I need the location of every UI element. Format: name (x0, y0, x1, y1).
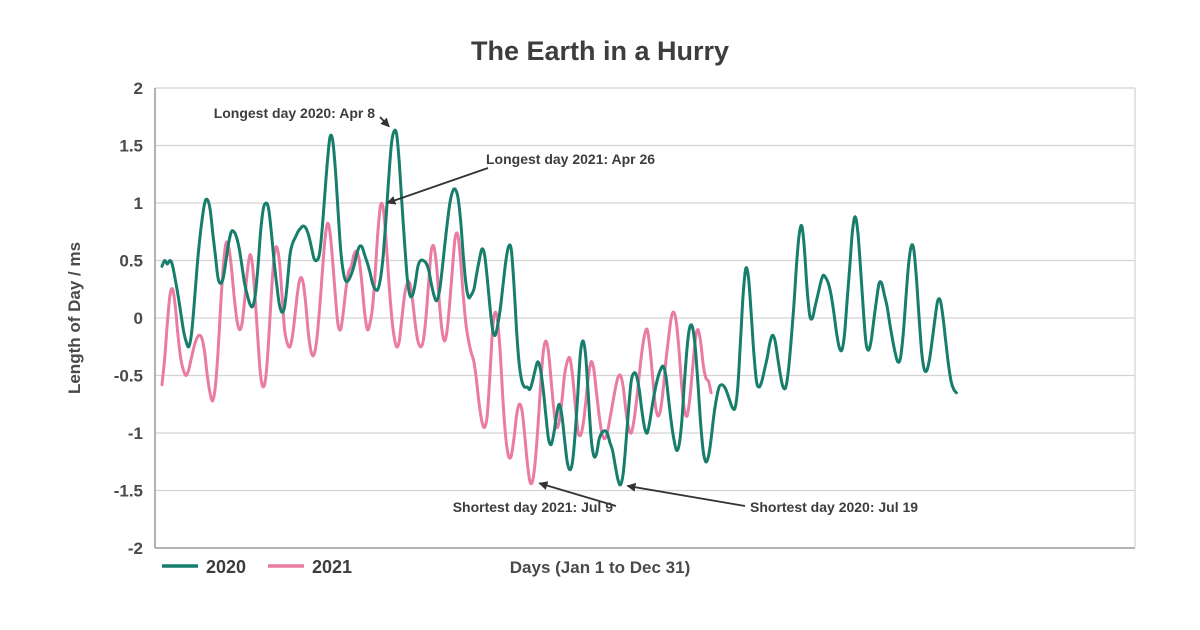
y-tick-label: -1 (128, 424, 143, 443)
gridlines (154, 87, 1136, 549)
y-tick-label: -2 (128, 539, 143, 558)
annotation-label: Longest day 2021: Apr 26 (486, 151, 655, 167)
series-line-2020 (160, 128, 958, 487)
legend-label-2021: 2021 (312, 557, 352, 577)
y-tick-label: 1.5 (119, 137, 143, 156)
y-tick-labels: 2 1.5 1 0.5 0 -0.5 -1 -1.5 -2 (114, 79, 143, 558)
annotation-arrow (386, 167, 489, 205)
series-lines (160, 128, 958, 487)
legend: 2020 2021 (162, 557, 352, 577)
annotation-arrow (626, 482, 746, 507)
annotation-arrow (379, 116, 390, 128)
y-tick-label: 2 (134, 79, 143, 98)
y-tick-label: 0 (134, 309, 143, 328)
chart-title: The Earth in a Hurry (471, 36, 729, 66)
y-tick-label: -0.5 (114, 367, 143, 386)
y-tick-label: 1 (134, 194, 143, 213)
annotations: Longest day 2020: Apr 8 Longest day 2021:… (214, 105, 919, 515)
series-line-2021 (160, 201, 713, 486)
annotation-arrow (538, 481, 617, 507)
annotation-label: Shortest day 2020: Jul 19 (750, 499, 918, 515)
y-axis-label: Length of Day / ms (65, 242, 84, 394)
legend-label-2020: 2020 (206, 557, 246, 577)
annotation-label: Longest day 2020: Apr 8 (214, 105, 376, 121)
x-axis-label: Days (Jan 1 to Dec 31) (510, 558, 690, 577)
y-tick-label: -1.5 (114, 482, 143, 501)
annotation-label: Shortest day 2021: Jul 9 (453, 499, 614, 515)
y-tick-label: 0.5 (119, 252, 143, 271)
